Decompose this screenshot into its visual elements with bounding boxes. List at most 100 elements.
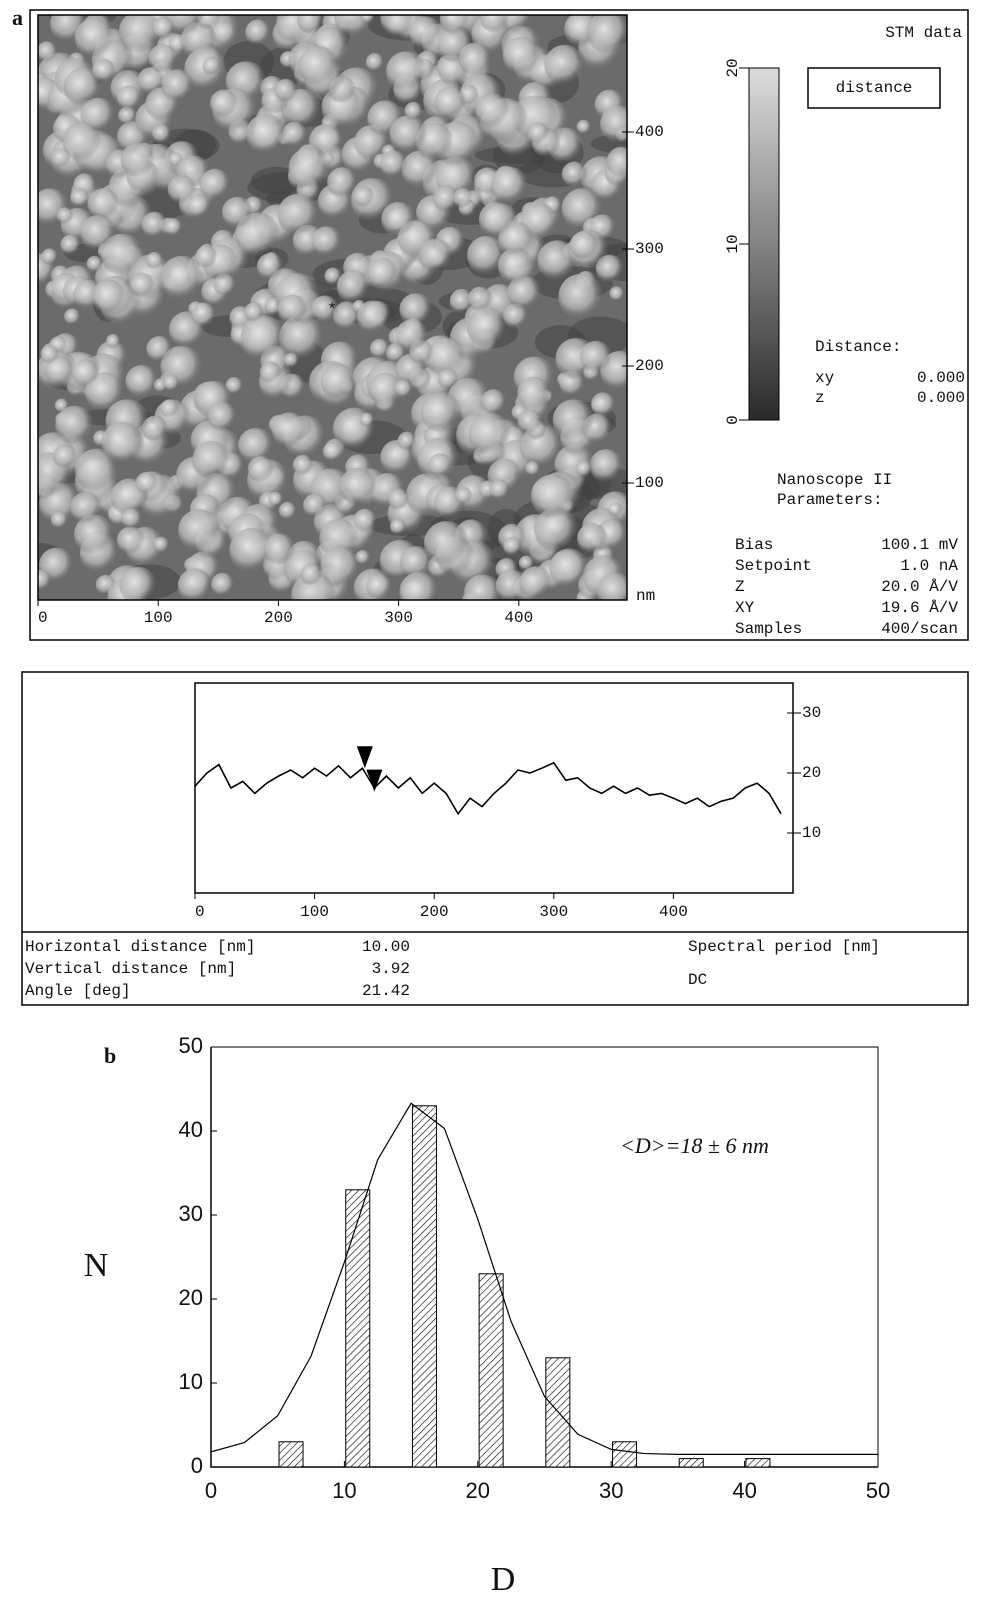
grain — [38, 41, 58, 63]
grain — [549, 548, 589, 589]
x-tick-label: 50 — [866, 1478, 890, 1503]
grain — [211, 20, 237, 46]
grain — [153, 536, 170, 554]
grain — [397, 431, 417, 451]
grain — [118, 15, 162, 54]
grain — [135, 471, 159, 495]
grain — [468, 412, 512, 455]
x-tick-label: 100 — [300, 903, 329, 921]
grain — [353, 186, 375, 208]
grain — [178, 509, 221, 552]
grain — [41, 248, 59, 266]
grain — [437, 368, 459, 390]
grain — [339, 467, 377, 506]
dc-label: DC — [688, 971, 707, 989]
x-tick-label: 0 — [205, 1478, 217, 1503]
grain — [537, 240, 578, 281]
parameters-title: Parameters: — [777, 491, 883, 509]
grain — [480, 15, 510, 34]
grain — [148, 44, 178, 74]
panel-a-frame — [29, 9, 969, 641]
parameter-value: 19.6 Å/V — [881, 599, 958, 617]
grain — [146, 251, 164, 270]
readout-key: Horizontal distance [nm] — [25, 938, 255, 956]
grain — [277, 294, 308, 325]
grain — [167, 175, 197, 205]
grain — [263, 533, 296, 566]
image-title: STM data — [885, 24, 962, 42]
grain — [365, 573, 392, 600]
grain — [211, 572, 235, 597]
grain — [240, 315, 286, 361]
grain — [428, 453, 452, 478]
grain — [160, 399, 180, 418]
bar — [612, 1441, 638, 1468]
parameter-value: 400/scan — [881, 620, 958, 638]
grain — [207, 402, 238, 432]
distance-title: Distance: — [815, 338, 901, 356]
y-tick-label: 50 — [179, 1033, 203, 1058]
grain — [243, 302, 264, 323]
y-tick-label: 400 — [635, 123, 664, 141]
grain — [561, 161, 588, 188]
grain — [146, 335, 173, 363]
grain — [475, 93, 510, 129]
grain — [92, 58, 116, 83]
x-tick-label: 20 — [466, 1478, 490, 1503]
grain — [152, 16, 176, 40]
grain — [395, 319, 429, 353]
stm-image — [38, 15, 627, 600]
grain — [202, 56, 221, 76]
grain — [303, 493, 328, 518]
x-tick-label: 100 — [144, 609, 173, 627]
x-tick-label: 400 — [659, 903, 688, 921]
grain — [502, 36, 541, 75]
grain — [463, 574, 502, 600]
grain — [365, 53, 385, 72]
grain — [423, 521, 469, 566]
x-tick-label: 0 — [195, 903, 205, 921]
grain — [366, 257, 398, 289]
grain — [434, 86, 467, 119]
grain — [517, 376, 551, 411]
grain — [53, 444, 78, 469]
grain — [580, 340, 613, 374]
grain — [245, 19, 272, 46]
grain — [399, 293, 433, 327]
grain — [229, 527, 275, 573]
distance-button[interactable] — [807, 67, 941, 109]
grain — [297, 15, 325, 34]
x-tick-label: 40 — [732, 1478, 756, 1503]
y-axis-label: N — [84, 1247, 109, 1284]
grain — [71, 359, 100, 387]
grain — [589, 449, 624, 483]
bar — [411, 1105, 437, 1468]
grain — [518, 555, 535, 571]
panel-label: b — [104, 1043, 116, 1068]
grain — [80, 214, 117, 252]
distance-value: 0.000 — [917, 369, 965, 387]
grain — [195, 245, 218, 269]
grain — [70, 491, 102, 524]
y-tick-label: 40 — [179, 1117, 203, 1142]
grain — [489, 479, 510, 501]
grain — [259, 361, 282, 384]
plot-frame — [211, 1046, 879, 1467]
grain — [466, 307, 508, 348]
grain — [256, 253, 284, 280]
bar — [478, 1273, 504, 1468]
grain — [575, 460, 593, 478]
y-tick-label: 300 — [635, 240, 664, 258]
grain — [386, 51, 427, 92]
grain — [530, 474, 576, 519]
grain — [56, 207, 74, 224]
cursor-star: * — [327, 301, 337, 319]
grain — [160, 255, 205, 301]
grain — [86, 255, 104, 273]
grain — [210, 89, 239, 118]
grain — [221, 196, 254, 229]
grain — [394, 379, 413, 399]
y-tick-label: 30 — [802, 704, 821, 722]
x-tick-label: 30 — [599, 1478, 623, 1503]
